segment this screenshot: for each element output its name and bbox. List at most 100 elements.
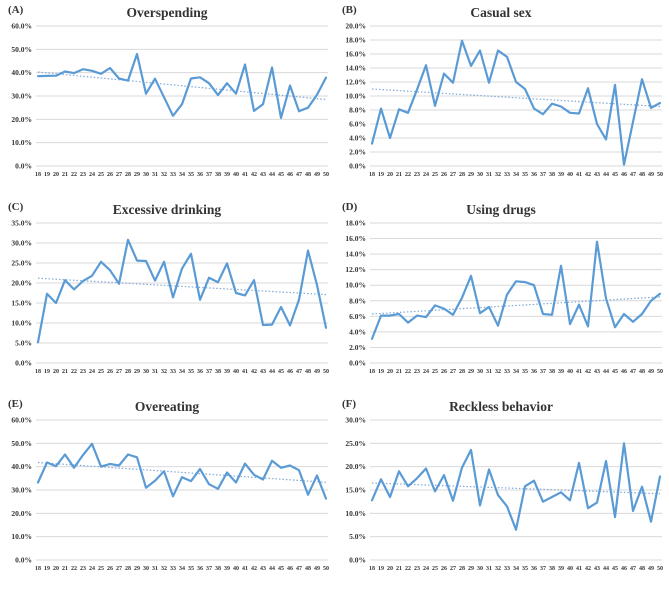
y-axis-tick-label: 8.0% (349, 106, 366, 115)
x-axis-tick-label: 49 (648, 369, 654, 375)
x-axis-tick-label: 30 (143, 369, 149, 375)
panel-letter: (E) (8, 398, 23, 410)
x-axis-tick-label: 39 (224, 369, 230, 375)
x-axis-tick-label: 44 (603, 566, 609, 572)
x-axis-tick-label: 30 (477, 566, 483, 572)
x-axis-tick-label: 25 (432, 369, 438, 375)
chart-panel-overeating: (E) Overeating 0.0% 10.0% 20.0% 30.0% 40.0% 5… (0, 394, 334, 591)
x-axis-tick-label: 40 (567, 369, 573, 375)
overeating-line-chart: (E) Overeating 0.0% 10.0% 20.0% 30.0% 40.0% 5… (8, 398, 329, 572)
x-axis-tick-label: 34 (179, 566, 185, 572)
chart-panel-casual-sex: (B) Casual sex 0.0% 2.0% 4.0% 6.0% 8.0% 10.0%… (334, 0, 668, 197)
x-axis-tick-label: 46 (621, 172, 627, 178)
x-axis-tick-label: 22 (71, 172, 77, 178)
trend-line (371, 482, 661, 495)
x-axis-tick-label: 40 (233, 369, 239, 375)
x-axis-tick-label: 26 (107, 369, 113, 375)
panel-letter: (B) (342, 4, 357, 16)
x-axis-tick-label: 31 (152, 369, 158, 375)
x-axis-tick-label: 21 (396, 369, 402, 375)
x-axis-tick-label: 28 (125, 172, 131, 178)
y-axis-tick-label: 40.0% (11, 68, 32, 77)
x-axis-tick-label: 22 (405, 369, 411, 375)
x-axis-tick-label: 35 (188, 566, 194, 572)
y-axis-tick-label: 5.0% (349, 532, 366, 541)
y-axis-tick-label: 10.0% (11, 532, 32, 541)
y-axis-tick-label: 20.0% (345, 462, 366, 471)
y-axis-tick-label: 20.0% (11, 279, 32, 288)
y-axis-tick-label: 4.0% (349, 327, 366, 336)
x-axis-tick-label: 45 (612, 369, 618, 375)
x-axis-tick-label: 43 (260, 172, 266, 178)
x-axis-tick-label: 42 (585, 566, 591, 572)
y-axis-tick-label: 60.0% (11, 416, 32, 425)
chart-title: Overspending (126, 5, 207, 20)
x-axis-tick-label: 49 (314, 566, 320, 572)
x-axis-tick-label: 35 (522, 566, 528, 572)
x-axis-tick-label: 26 (441, 369, 447, 375)
x-axis-tick-label: 20 (53, 566, 59, 572)
y-axis-tick-label: 16.0% (345, 50, 366, 59)
x-axis-tick-label: 23 (414, 172, 420, 178)
x-axis-tick-label: 34 (513, 566, 519, 572)
y-axis-tick-label: 30.0% (11, 486, 32, 495)
x-axis-tick-label: 45 (612, 172, 618, 178)
y-axis-tick-label: 50.0% (11, 439, 32, 448)
trend-line (37, 71, 327, 101)
x-axis-tick-label: 32 (495, 566, 501, 572)
x-axis-tick-label: 27 (450, 566, 456, 572)
x-axis-tick-label: 50 (657, 172, 663, 178)
x-axis-tick-label: 48 (305, 369, 311, 375)
x-axis-tick-label: 32 (495, 172, 501, 178)
x-axis-tick-label: 34 (513, 172, 519, 178)
x-axis-tick-label: 45 (278, 369, 284, 375)
x-axis-tick-label: 28 (125, 566, 131, 572)
x-axis-tick-label: 48 (305, 566, 311, 572)
y-axis-tick-label: 40.0% (11, 462, 32, 471)
y-axis-tick-label: 8.0% (349, 296, 366, 305)
x-axis-tick-label: 37 (206, 172, 212, 178)
x-axis-tick-label: 42 (585, 172, 591, 178)
x-axis-tick-label: 25 (98, 172, 104, 178)
x-axis-tick-label: 44 (603, 369, 609, 375)
x-axis-tick-label: 40 (567, 566, 573, 572)
x-axis-tick-label: 46 (287, 172, 293, 178)
x-axis-tick-label: 33 (504, 369, 510, 375)
x-axis-tick-label: 28 (459, 172, 465, 178)
x-axis-tick-label: 24 (423, 566, 429, 572)
x-axis-tick-label: 31 (152, 566, 158, 572)
y-axis-tick-label: 30.0% (11, 92, 32, 101)
x-axis-tick-label: 39 (558, 566, 564, 572)
chart-title: Reckless behavior (449, 399, 553, 414)
x-axis-tick-label: 47 (296, 172, 302, 178)
chart-title: Overeating (135, 399, 199, 414)
x-axis-tick-label: 26 (107, 172, 113, 178)
x-axis-tick-label: 30 (143, 566, 149, 572)
x-axis-tick-label: 35 (188, 172, 194, 178)
x-axis-tick-label: 47 (630, 566, 636, 572)
x-axis-tick-label: 39 (224, 566, 230, 572)
x-axis-tick-label: 40 (233, 566, 239, 572)
y-axis-tick-label: 6.0% (349, 120, 366, 129)
x-axis-tick-label: 24 (423, 172, 429, 178)
chart-panel-overspending: (A) Overspending 0.0% 10.0% 20.0% 30.0% 40.0… (0, 0, 334, 197)
x-axis-tick-label: 19 (44, 566, 50, 572)
x-axis-tick-label: 48 (639, 369, 645, 375)
x-axis-tick-label: 19 (378, 172, 384, 178)
x-axis-tick-label: 33 (170, 566, 176, 572)
x-axis-tick-label: 43 (594, 566, 600, 572)
y-axis-tick-label: 35.0% (11, 219, 32, 228)
x-axis-tick-label: 36 (531, 172, 537, 178)
x-axis-tick-label: 34 (179, 369, 185, 375)
x-axis-tick-label: 47 (630, 369, 636, 375)
x-axis-tick-label: 47 (296, 369, 302, 375)
x-axis-tick-label: 40 (567, 172, 573, 178)
x-axis-tick-label: 38 (215, 172, 221, 178)
x-axis-tick-label: 43 (260, 369, 266, 375)
x-axis-tick-label: 18 (35, 172, 41, 178)
data-line (36, 442, 328, 500)
data-line (36, 52, 328, 120)
chart-title: Excessive drinking (113, 202, 222, 217)
x-axis-tick-label: 20 (387, 369, 393, 375)
